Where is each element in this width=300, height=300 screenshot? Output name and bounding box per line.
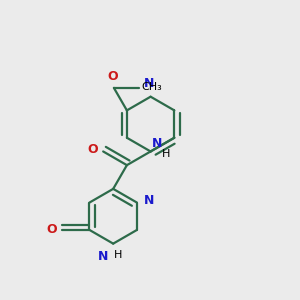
Text: N: N <box>152 137 162 150</box>
Text: O: O <box>46 223 57 236</box>
Text: N: N <box>143 194 154 207</box>
Text: N: N <box>98 250 108 263</box>
Text: N: N <box>144 77 154 90</box>
Text: O: O <box>87 142 98 156</box>
Text: H: H <box>162 149 170 159</box>
Text: CH₃: CH₃ <box>141 82 162 92</box>
Text: H: H <box>114 250 122 260</box>
Text: O: O <box>107 70 118 83</box>
